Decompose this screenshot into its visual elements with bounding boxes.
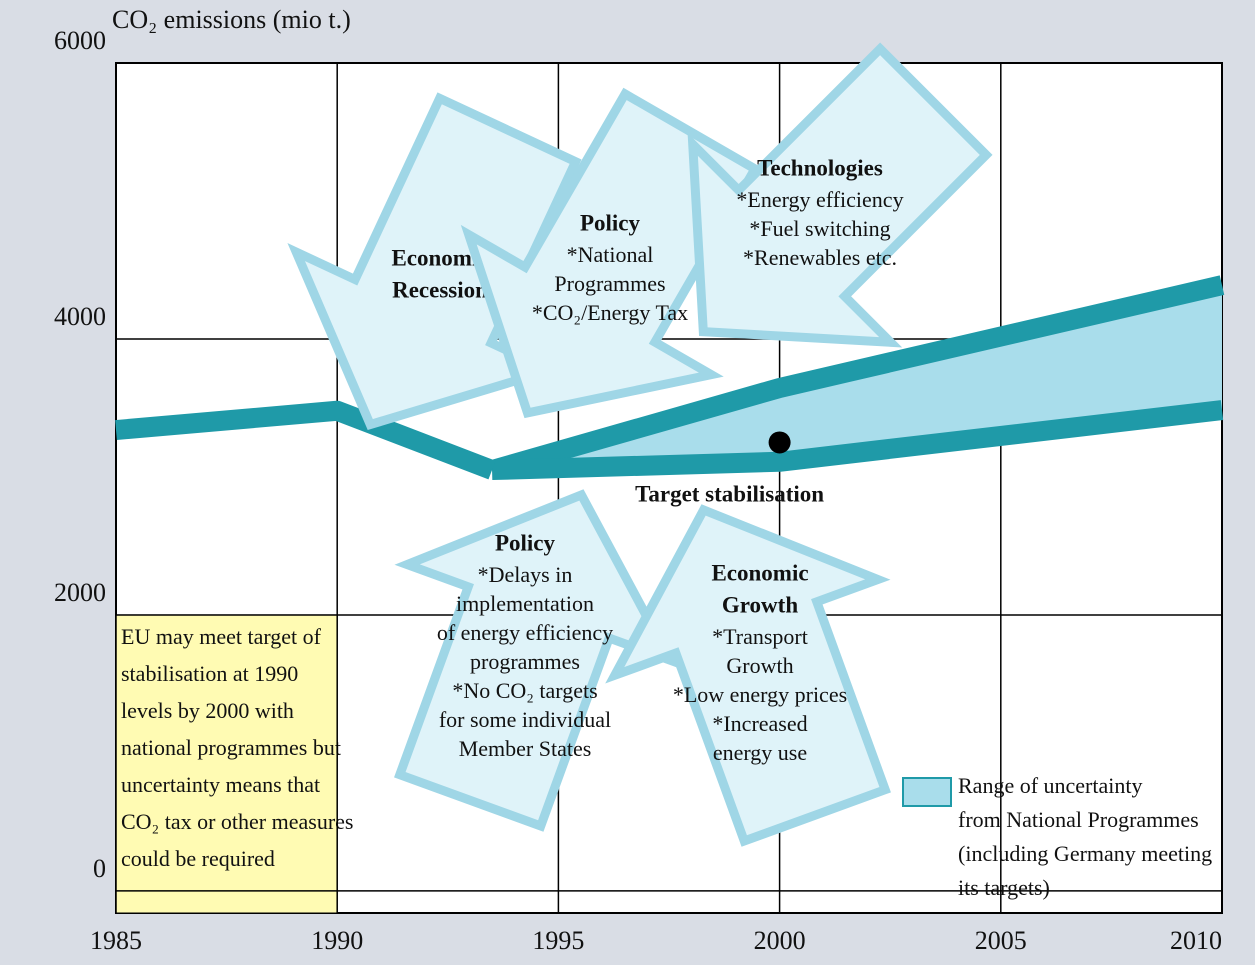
arrow-text: energy use xyxy=(713,740,807,765)
arrow-text: *Fuel switching xyxy=(749,216,890,241)
arrow-text: *Energy efficiency xyxy=(736,187,903,212)
x-tick-label: 2005 xyxy=(975,926,1027,955)
arrow-text: *Delays in xyxy=(478,562,573,587)
arrow-title: Growth xyxy=(722,592,798,617)
band-lower-line xyxy=(491,400,1224,481)
note-text: CO₂ tax or other measures xyxy=(121,809,354,834)
legend-label: Range of uncertainty xyxy=(958,773,1143,798)
arrow-text: *Low energy prices xyxy=(673,682,847,707)
emissions-line xyxy=(115,400,496,480)
target-point xyxy=(768,431,791,454)
legend-label: its targets) xyxy=(958,875,1050,900)
y-axis-label: CO₂ emissions (mio t.) xyxy=(112,5,351,34)
legend-swatch xyxy=(902,777,952,807)
y-tick-label: 0 xyxy=(93,854,106,883)
force-arrow xyxy=(287,92,582,431)
x-tick-label: 2010 xyxy=(1170,926,1222,955)
note-text: stabilisation at 1990 xyxy=(121,661,298,686)
arrow-text: *National xyxy=(567,242,654,267)
arrow-text: Member States xyxy=(459,736,592,761)
note-text: uncertainty means that xyxy=(121,772,320,797)
arrow-text: for some individual xyxy=(439,707,611,732)
arrow-text: *Transport xyxy=(712,624,808,649)
y-tick-label: 4000 xyxy=(54,302,106,331)
x-tick-label: 1995 xyxy=(532,926,584,955)
x-tick-label: 2000 xyxy=(754,926,806,955)
arrow-title: Policy xyxy=(495,530,556,555)
y-tick-label: 2000 xyxy=(54,578,106,607)
y-tick-label: 6000 xyxy=(54,26,106,55)
arrow-text: *No CO₂ targets xyxy=(452,678,597,703)
arrow-text: of energy efficiency xyxy=(437,620,613,645)
arrow-text: *CO₂/Energy Tax xyxy=(532,300,688,325)
x-tick-label: 1985 xyxy=(90,926,142,955)
arrow-text: Growth xyxy=(726,653,793,678)
arrow-title: Technologies xyxy=(757,155,883,180)
arrow-text: Programmes xyxy=(554,271,665,296)
note-text: EU may meet target of xyxy=(121,624,322,649)
note-text: could be required xyxy=(121,846,275,871)
note-text: levels by 2000 with xyxy=(121,698,294,723)
force-arrow xyxy=(687,42,993,348)
target-label: Target stabilisation xyxy=(635,482,824,507)
note-box xyxy=(115,614,338,914)
arrow-text: *Renewables etc. xyxy=(743,245,897,270)
legend-label: (including Germany meeting xyxy=(958,841,1212,866)
arrow-title: Economic xyxy=(711,560,808,585)
note-text: national programmes but xyxy=(121,735,341,760)
x-tick-label: 1990 xyxy=(311,926,363,955)
force-arrow xyxy=(605,504,891,847)
force-arrow xyxy=(394,489,680,832)
arrow-title: Policy xyxy=(580,210,641,235)
legend-label: from National Programmes xyxy=(958,807,1199,832)
band-upper-line xyxy=(489,275,1225,480)
arrow-text: programmes xyxy=(470,649,580,674)
arrow-text: *Increased xyxy=(712,711,807,736)
arrow-text: implementation xyxy=(456,591,594,616)
arrow-title: Recession xyxy=(392,277,488,302)
